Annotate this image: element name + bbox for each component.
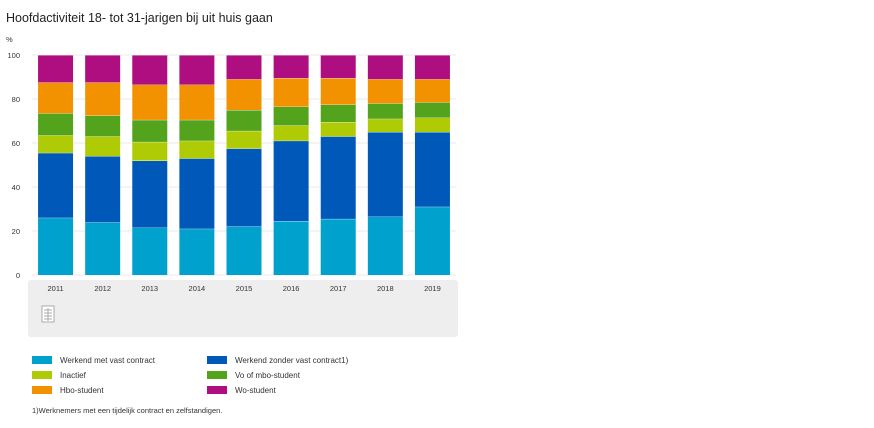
bar-segment[interactable]: [85, 82, 121, 116]
bar-segment[interactable]: [132, 141, 168, 161]
legend-swatch: [207, 356, 227, 364]
bar-segment[interactable]: [273, 78, 309, 107]
y-tick-label: 60: [12, 139, 20, 148]
legend-swatch: [32, 371, 52, 379]
x-tick-label: 2014: [189, 284, 206, 293]
legend-swatch: [32, 356, 52, 364]
bar-area: [38, 54, 450, 275]
bar-segment[interactable]: [132, 160, 168, 228]
legend-item[interactable]: Wo-student: [207, 384, 407, 396]
bar-segment[interactable]: [367, 216, 403, 275]
x-tick-label: 2019: [424, 284, 441, 293]
y-tick-label: 0: [16, 271, 20, 280]
bar-segment[interactable]: [179, 119, 215, 141]
bar-segment[interactable]: [38, 113, 74, 136]
bar-segment[interactable]: [320, 55, 356, 79]
bar-segment[interactable]: [38, 82, 74, 114]
legend-swatch: [207, 371, 227, 379]
bar-segment[interactable]: [226, 130, 262, 149]
bar-segment[interactable]: [179, 140, 215, 159]
bar-segment[interactable]: [85, 156, 121, 223]
y-axis-unit-label: %: [6, 35, 13, 44]
x-tick-label: 2016: [283, 284, 300, 293]
y-axis: 0 20 40 60 80 100: [7, 51, 20, 280]
legend-label: Werkend met vast contract: [60, 355, 155, 365]
chart-legend: Werkend met vast contract Werkend zonder …: [32, 354, 412, 396]
x-tick-label: 2017: [330, 284, 347, 293]
legend-item[interactable]: Hbo-student: [32, 384, 207, 396]
x-tick-label: 2012: [94, 284, 111, 293]
legend-item[interactable]: Werkend met vast contract: [32, 354, 207, 366]
bar-segment[interactable]: [367, 79, 403, 104]
bar-segment[interactable]: [179, 228, 215, 275]
bar-segment[interactable]: [85, 115, 121, 137]
bar-segment[interactable]: [414, 206, 450, 275]
bar-segment[interactable]: [179, 84, 215, 120]
table-download-icon[interactable]: [41, 305, 55, 323]
bar-segment[interactable]: [414, 117, 450, 132]
chart-footnote: 1)Werknemers met een tijdelijk contract …: [32, 406, 223, 415]
bar-segment[interactable]: [132, 227, 168, 275]
bar-segment[interactable]: [320, 218, 356, 275]
bar-segment[interactable]: [273, 140, 309, 222]
bar-segment[interactable]: [367, 118, 403, 132]
bar-segment[interactable]: [179, 55, 215, 85]
y-tick-label: 80: [12, 95, 20, 104]
bar-segment[interactable]: [414, 132, 450, 207]
legend-swatch: [207, 386, 227, 394]
bar-segment[interactable]: [414, 102, 450, 118]
bar-segment[interactable]: [38, 152, 74, 218]
bar-segment[interactable]: [320, 136, 356, 219]
bar-segment[interactable]: [132, 84, 168, 120]
bar-segment[interactable]: [414, 55, 450, 80]
legend-label: Inactief: [60, 370, 86, 380]
bar-segment[interactable]: [38, 55, 74, 83]
legend-item[interactable]: Werkend zonder vast contract1): [207, 354, 407, 366]
bar-segment[interactable]: [38, 135, 74, 153]
legend-label: Wo-student: [235, 385, 276, 395]
bar-segment[interactable]: [226, 55, 262, 80]
y-tick-label: 20: [12, 227, 20, 236]
x-tick-label: 2013: [141, 284, 158, 293]
bar-segment[interactable]: [320, 104, 356, 123]
bar-segment[interactable]: [367, 132, 403, 217]
legend-item[interactable]: Vo of mbo-student: [207, 369, 407, 381]
legend-label: Werkend zonder vast contract1): [235, 355, 349, 365]
bar-segment[interactable]: [320, 122, 356, 137]
bar-segment[interactable]: [367, 103, 403, 119]
bar-segment[interactable]: [179, 158, 215, 229]
bar-segment[interactable]: [367, 55, 403, 80]
x-tick-label: 2015: [236, 284, 253, 293]
bar-segment[interactable]: [85, 222, 121, 275]
x-axis-panel: [28, 280, 458, 337]
legend-label: Hbo-student: [60, 385, 104, 395]
bar-segment[interactable]: [273, 106, 309, 126]
bar-segment[interactable]: [273, 125, 309, 141]
legend-swatch: [32, 386, 52, 394]
x-tick-label: 2018: [377, 284, 394, 293]
legend-label: Vo of mbo-student: [235, 370, 300, 380]
x-axis: 2011 2012 2013 2014 2015 2016 2017 2018 2019: [47, 284, 440, 293]
bar-segment[interactable]: [273, 55, 309, 79]
bar-segment[interactable]: [414, 79, 450, 103]
bar-segment[interactable]: [226, 148, 262, 227]
bar-segment[interactable]: [226, 79, 262, 110]
bar-segment[interactable]: [38, 217, 74, 275]
bar-segment[interactable]: [226, 110, 262, 131]
bar-segment[interactable]: [320, 78, 356, 105]
x-tick-label: 2011: [47, 284, 63, 293]
bar-segment[interactable]: [132, 119, 168, 142]
bar-segment[interactable]: [132, 55, 168, 85]
bar-segment[interactable]: [273, 221, 309, 275]
y-tick-label: 100: [7, 51, 20, 60]
bar-segment[interactable]: [85, 55, 121, 83]
legend-item[interactable]: Inactief: [32, 369, 207, 381]
y-tick-label: 40: [12, 183, 20, 192]
bar-segment[interactable]: [85, 136, 121, 157]
chart-title: Hoofdactiviteit 18- tot 31-jarigen bij u…: [6, 11, 273, 25]
bar-segment[interactable]: [226, 226, 262, 275]
